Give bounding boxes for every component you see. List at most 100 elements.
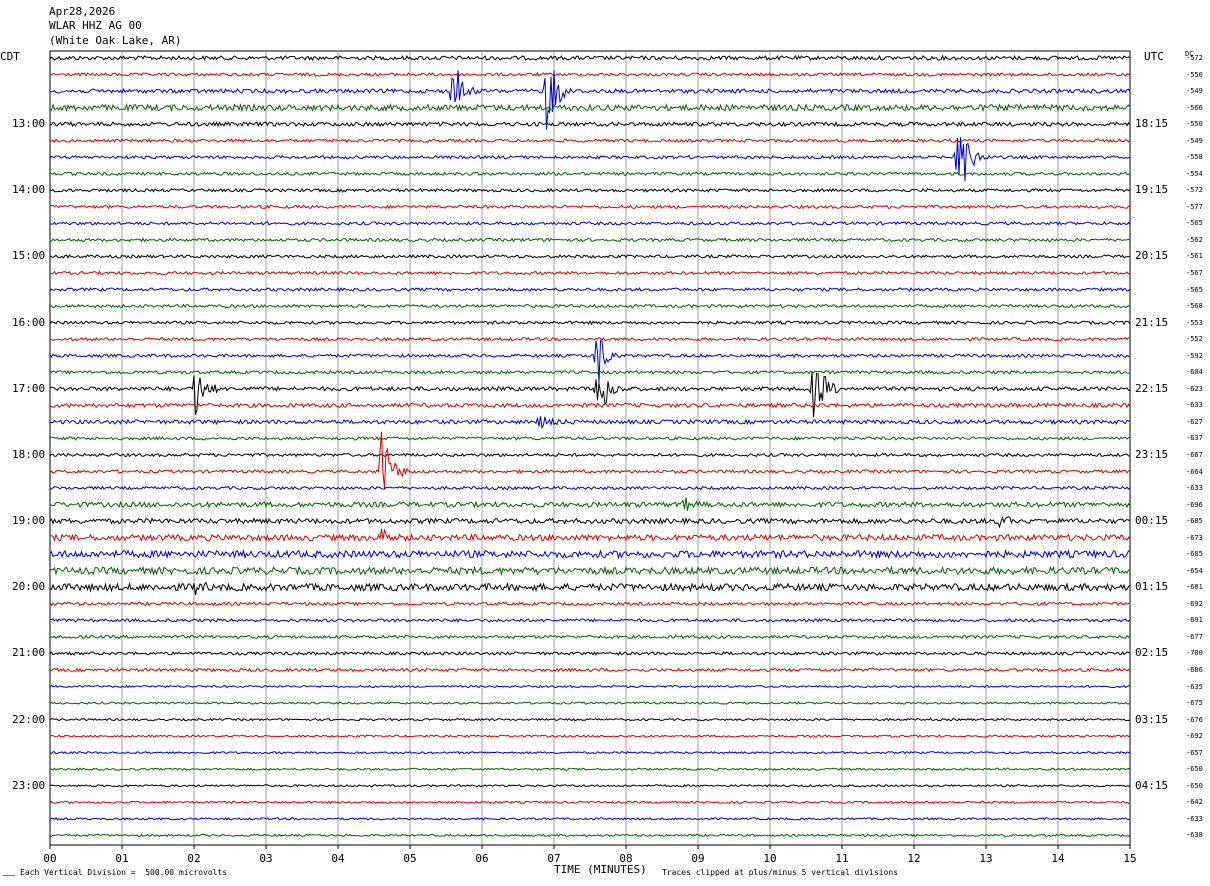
trace-line: [49, 270, 1131, 276]
dc-offset-label: -667: [1186, 450, 1203, 459]
trace-line: [50, 204, 1131, 210]
x-tick-label: 05: [403, 852, 416, 865]
cdt-hour-label: 13:00: [12, 117, 46, 131]
utc-hour-label: 02:15: [1135, 646, 1169, 660]
trace-line: [49, 717, 1131, 722]
trace-line: [49, 701, 1131, 705]
trace-line: [49, 72, 1131, 77]
trace-line: [49, 667, 1131, 673]
trace-line: [49, 138, 1131, 144]
dc-offset-label: -677: [1186, 632, 1203, 641]
utc-hour-label: 19:15: [1135, 183, 1169, 197]
utc-hour-label: 22:15: [1135, 381, 1169, 395]
trace-line: [49, 548, 1131, 560]
trace-line: [49, 187, 1131, 193]
dc-offset-label: -572: [1186, 186, 1203, 195]
dc-offset-label: -566: [1186, 103, 1203, 112]
trace-line: [49, 516, 1131, 529]
dc-offset-label: -592: [1186, 351, 1203, 360]
dc-offset-label: -676: [1186, 715, 1203, 724]
dc-offset-label: -673: [1186, 533, 1203, 542]
dc-offset-label: -664: [1186, 467, 1203, 476]
left-timezone-label: CDT: [0, 50, 20, 63]
trace-line: [49, 651, 1131, 656]
x-tick-label: 00: [43, 852, 56, 865]
x-tick-label: 01: [115, 852, 128, 865]
corner-mark: ⸺: [2, 871, 16, 880]
dc-offset-label: -568: [1186, 302, 1203, 311]
trace-line: [49, 817, 1131, 821]
right-timezone-label: UTC: [1144, 50, 1164, 63]
dc-offset-label: -657: [1186, 748, 1203, 757]
trace-line: [49, 734, 1131, 738]
trace-line: [49, 336, 1130, 342]
x-tick-label: 12: [907, 852, 920, 865]
dc-offset-label: -549: [1186, 136, 1203, 145]
utc-hour-label: 20:15: [1135, 249, 1169, 263]
trace-line: [49, 287, 1131, 293]
dc-offset-label: -558: [1186, 153, 1203, 162]
x-tick-label: 11: [835, 852, 848, 865]
location-label: (White Oak Lake, AR): [49, 34, 182, 47]
trace-line: [49, 416, 1131, 430]
trace-line: [49, 800, 1131, 805]
cdt-hour-label: 14:00: [12, 183, 46, 197]
dc-offset-label: -691: [1186, 616, 1203, 625]
dc-offset-label: -572: [1186, 54, 1203, 62]
dc-offset-label: -637: [1186, 434, 1203, 443]
dc-offset-label: -654: [1186, 566, 1203, 575]
trace-line: [49, 497, 1131, 511]
trace-line: [49, 320, 1131, 326]
dc-offset-label: -550: [1186, 70, 1203, 79]
cdt-hour-label: 16:00: [12, 315, 46, 329]
trace-line: [49, 339, 1131, 384]
dc-header: DC: [1185, 50, 1194, 58]
dc-offset-label: -675: [1186, 699, 1203, 708]
x-tick-label: 13: [979, 852, 992, 865]
dc-offset-label: -635: [1186, 682, 1203, 691]
trace-line: [49, 833, 1131, 838]
trace-line: [49, 684, 1131, 689]
cdt-hour-label: 19:00: [12, 514, 46, 528]
trace-line: [49, 237, 1131, 243]
station-label: WLAR HHZ AG 00: [49, 19, 142, 32]
trace-line: [49, 431, 1131, 489]
x-tick-label: 08: [619, 852, 632, 865]
dc-offset-label: -561: [1186, 252, 1203, 261]
trace-line: [49, 54, 1131, 62]
dc-offset-label: -650: [1186, 781, 1203, 790]
dc-offset-label: -633: [1186, 484, 1203, 493]
cdt-hour-label: 23:00: [12, 778, 46, 792]
dc-offset-label: -638: [1186, 831, 1203, 840]
utc-hour-label: 21:15: [1135, 315, 1169, 329]
dc-offset-label: -633: [1186, 401, 1203, 410]
cdt-hour-label: 15:00: [12, 249, 46, 263]
date-label: Apr28,2026: [49, 5, 116, 18]
dc-offset-label: -642: [1186, 798, 1203, 807]
x-tick-label: 14: [1051, 852, 1065, 865]
trace-line: [49, 565, 1131, 576]
trace-line: [49, 634, 1131, 640]
utc-hour-label: 01:15: [1135, 580, 1169, 594]
x-tick-label: 04: [331, 852, 345, 865]
dc-offset-label: -552: [1186, 335, 1203, 344]
x-axis-title: TIME (MINUTES): [554, 863, 647, 876]
dc-offset-label: -700: [1186, 649, 1203, 658]
dc-offset-label: -681: [1186, 583, 1203, 592]
dc-offset-label: -565: [1186, 285, 1203, 294]
utc-hour-label: 00:15: [1135, 514, 1169, 528]
dc-offset-label: -604: [1186, 368, 1203, 377]
dc-offset-label: -692: [1186, 599, 1203, 608]
dc-offset-label: -650: [1186, 765, 1203, 774]
x-tick-label: 03: [259, 852, 272, 865]
trace-line: [49, 767, 1131, 772]
trace-line: [49, 601, 1131, 607]
dc-offset-label: -692: [1186, 732, 1203, 741]
trace-line: [49, 369, 1131, 375]
trace-line: [49, 452, 1131, 458]
trace-line: [49, 70, 1131, 130]
cdt-hour-label: 18:00: [12, 447, 46, 461]
dc-offset-label: -696: [1186, 500, 1203, 509]
dc-offset-label: -549: [1186, 87, 1203, 96]
time-grid: [49, 50, 1131, 846]
